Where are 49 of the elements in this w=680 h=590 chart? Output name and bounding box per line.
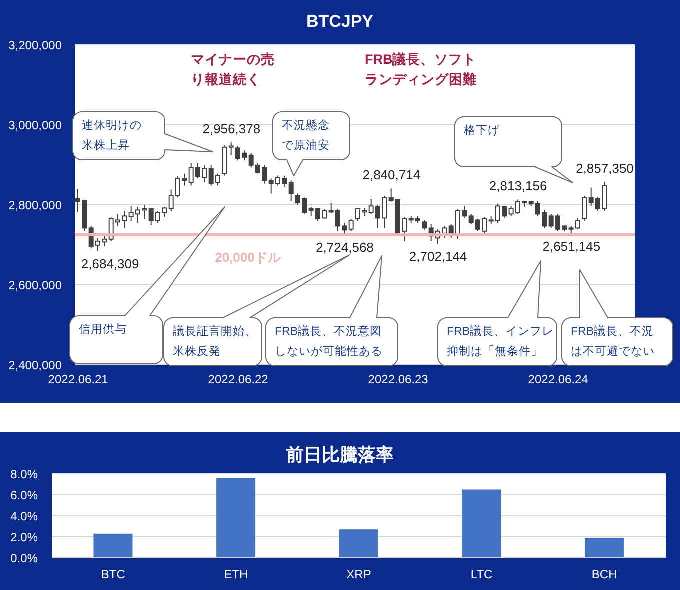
annotation: 2,702,144: [409, 249, 468, 264]
chart-title: 前日比騰落率: [285, 444, 395, 467]
annotation: 連休明けの米株上昇: [82, 118, 143, 154]
y-tick-label: 8.0%: [10, 467, 38, 482]
annotation: 2,956,378: [202, 121, 261, 136]
annotation: 信用供与: [79, 322, 128, 338]
y-tick-label: 2,400,000: [8, 358, 62, 372]
x-tick-label: ETH: [224, 568, 248, 582]
annotation: FRB議長、ソフトランディング困難: [365, 51, 478, 89]
bar: [216, 478, 256, 558]
annotation: 2,857,350: [576, 161, 634, 176]
x-tick-label: 2022.06.24: [528, 372, 589, 387]
y-tick-label: 2,800,000: [8, 198, 62, 212]
candlestick: [288, 180, 294, 202]
x-tick-label: LTC: [470, 568, 494, 582]
bar: [339, 530, 378, 558]
candlestick: [582, 195, 588, 222]
x-tick-label: BTC: [101, 568, 126, 582]
x-tick-label: BCH: [592, 568, 618, 582]
annotation: 2,840,714: [362, 168, 421, 183]
annotation: 2,684,309: [81, 256, 140, 272]
annotation: 2,813,156: [489, 178, 548, 194]
candlestick: [348, 218, 354, 232]
annotation: FRB議長、インフレ抑制は「無条件」: [447, 324, 555, 360]
bar: [584, 538, 624, 558]
bar: [462, 490, 502, 558]
y-tick-label: 2,600,000: [8, 278, 62, 292]
x-tick-label: 2022.06.22: [208, 372, 269, 387]
y-tick-label: 4.0%: [10, 509, 38, 524]
annotation: FRB議長、不況は不可避でない: [571, 324, 656, 360]
annotation: マイナーの売り報道続く: [191, 51, 276, 89]
annotation: 議長証言開始、米株反発: [173, 324, 258, 360]
y-tick-label: 2.0%: [10, 530, 38, 544]
annotation: 2,724,568: [316, 240, 374, 256]
annotation: 不況懸念で原油安: [282, 118, 331, 154]
y-tick-label: 6.0%: [10, 488, 38, 502]
x-tick-label: 2022.06.21: [48, 372, 109, 387]
annotation: FRB議長、不況意図しないが可能性ある: [275, 324, 384, 360]
chart-title: BTCJPY: [305, 11, 375, 33]
x-tick-label: XRP: [346, 568, 372, 582]
x-tick-label: 2022.06.23: [368, 372, 429, 387]
y-tick-label: 0.0%: [10, 551, 38, 566]
annotation: 2,651,145: [542, 239, 601, 254]
annotation: 格下げ: [464, 124, 501, 139]
candlestick: [422, 220, 428, 231]
y-tick-label: 3,000,000: [8, 118, 62, 132]
y-tick-label: 3,200,000: [8, 38, 62, 52]
ref-line-label: 20,000ドル: [215, 250, 282, 265]
bar: [94, 534, 133, 558]
